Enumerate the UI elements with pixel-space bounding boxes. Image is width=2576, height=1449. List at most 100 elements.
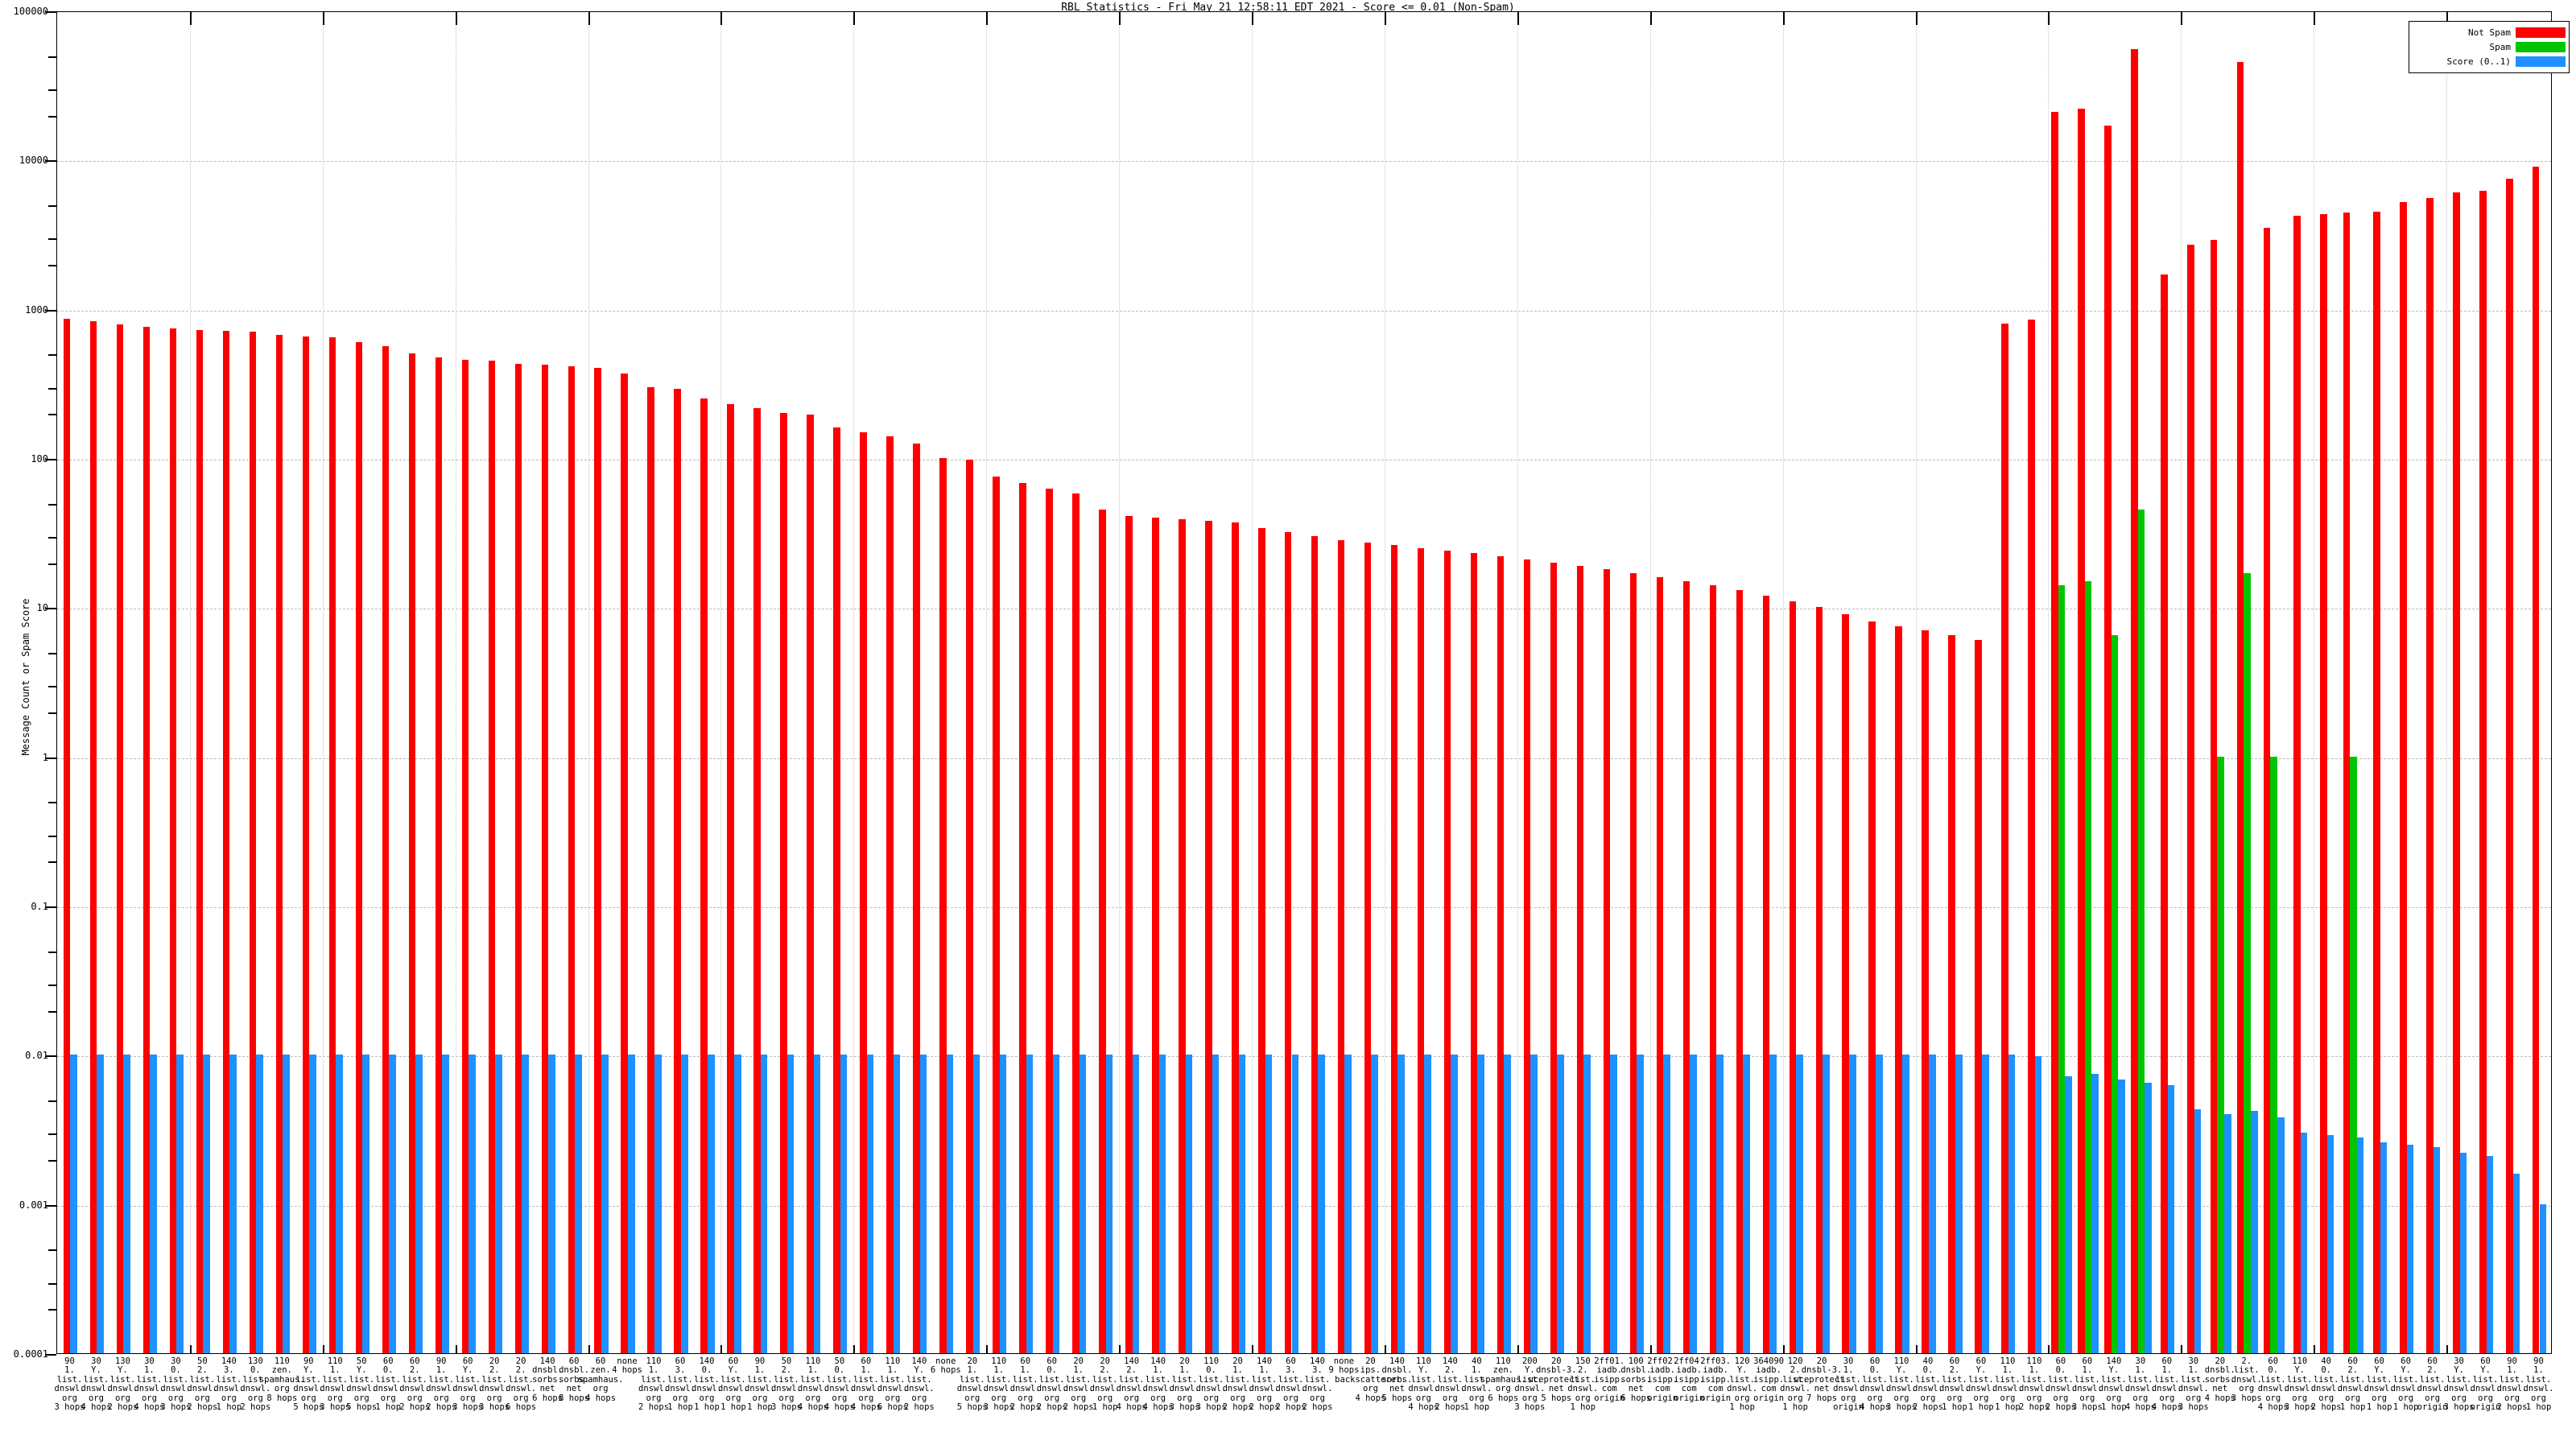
bar-group[interactable]	[190, 10, 217, 1353]
bar-group[interactable]	[1066, 10, 1092, 1353]
bar-group[interactable]	[349, 10, 376, 1353]
bar-group[interactable]	[1703, 10, 1730, 1353]
bar-group[interactable]	[747, 10, 774, 1353]
bar-group[interactable]	[1278, 10, 1305, 1353]
bar-group[interactable]	[2181, 10, 2207, 1353]
bar-group[interactable]	[163, 10, 190, 1353]
bar-group[interactable]	[2260, 10, 2287, 1353]
bar-group[interactable]	[720, 10, 747, 1353]
bar-group[interactable]	[1836, 10, 1863, 1353]
bar-group[interactable]	[906, 10, 933, 1353]
bar-group[interactable]	[84, 10, 110, 1353]
bar-group[interactable]	[509, 10, 535, 1353]
bar-group[interactable]	[535, 10, 562, 1353]
bar-group[interactable]	[1597, 10, 1624, 1353]
bar-group[interactable]	[1199, 10, 1225, 1353]
bar-group[interactable]	[1942, 10, 1968, 1353]
bar-group[interactable]	[2048, 10, 2074, 1353]
bar-group[interactable]	[1039, 10, 1066, 1353]
bar-group[interactable]	[960, 10, 986, 1353]
bar-group[interactable]	[1092, 10, 1119, 1353]
bar-group[interactable]	[1757, 10, 1783, 1353]
legend-item[interactable]: Spam	[2413, 40, 2566, 54]
bar-group[interactable]	[827, 10, 853, 1353]
bar-group[interactable]	[2207, 10, 2234, 1353]
bar-group[interactable]	[1571, 10, 1597, 1353]
bar-group[interactable]	[2074, 10, 2101, 1353]
bar-group[interactable]	[1677, 10, 1703, 1353]
bar-group[interactable]	[588, 10, 615, 1353]
bar-group[interactable]	[1517, 10, 1544, 1353]
bar-group[interactable]	[562, 10, 588, 1353]
bar-group[interactable]	[1624, 10, 1650, 1353]
bar-group[interactable]	[2473, 10, 2500, 1353]
bar-group[interactable]	[800, 10, 827, 1353]
bar-group[interactable]	[668, 10, 695, 1353]
bar-group[interactable]	[774, 10, 800, 1353]
bar-group[interactable]	[1358, 10, 1385, 1353]
bar-group[interactable]	[2021, 10, 2048, 1353]
bar-group[interactable]	[1544, 10, 1571, 1353]
bar-group[interactable]	[2500, 10, 2526, 1353]
bar-group[interactable]	[323, 10, 349, 1353]
legend-item[interactable]: Not Spam	[2413, 26, 2566, 39]
bar-group[interactable]	[2340, 10, 2367, 1353]
bar-group[interactable]	[456, 10, 482, 1353]
bar-group[interactable]	[1172, 10, 1199, 1353]
bar-group[interactable]	[1491, 10, 1517, 1353]
bar-group[interactable]	[429, 10, 456, 1353]
bar-group[interactable]	[615, 10, 642, 1353]
bar-group[interactable]	[1730, 10, 1757, 1353]
bar-group[interactable]	[1252, 10, 1278, 1353]
bar-group[interactable]	[853, 10, 880, 1353]
bar-group[interactable]	[2128, 10, 2154, 1353]
bar-group[interactable]	[2446, 10, 2473, 1353]
bar-group[interactable]	[1916, 10, 1942, 1353]
bar-group[interactable]	[1225, 10, 1252, 1353]
bar-group[interactable]	[933, 10, 960, 1353]
bar-group[interactable]	[1783, 10, 1810, 1353]
bar-group[interactable]	[1411, 10, 1438, 1353]
legend-item[interactable]: Score (0..1)	[2413, 55, 2566, 68]
bar-group[interactable]	[1013, 10, 1039, 1353]
bar-group[interactable]	[1146, 10, 1172, 1353]
x-label-line: 2 hops	[1435, 1402, 1466, 1413]
bar-group[interactable]	[1863, 10, 1889, 1353]
bar-group[interactable]	[137, 10, 163, 1353]
bar-group[interactable]	[2526, 10, 2553, 1353]
x-tick-label: 2. list. dnswl. org 3 hops	[2204, 1356, 2289, 1403]
bar-group[interactable]	[217, 10, 243, 1353]
bar-group[interactable]	[880, 10, 906, 1353]
bar-group[interactable]	[1331, 10, 1358, 1353]
bar-group[interactable]	[243, 10, 270, 1353]
bar-group[interactable]	[2101, 10, 2128, 1353]
bar-group[interactable]	[1810, 10, 1836, 1353]
bar-group[interactable]	[642, 10, 668, 1353]
bar-group[interactable]	[1995, 10, 2021, 1353]
bar-group[interactable]	[270, 10, 296, 1353]
bar-group[interactable]	[2367, 10, 2393, 1353]
bar-group[interactable]	[2154, 10, 2181, 1353]
bar-group[interactable]	[1119, 10, 1146, 1353]
bar-group[interactable]	[2234, 10, 2260, 1353]
bar-group[interactable]	[57, 10, 84, 1353]
bar-group[interactable]	[110, 10, 137, 1353]
bar-group[interactable]	[1968, 10, 1995, 1353]
bar-group[interactable]	[1385, 10, 1411, 1353]
bar-group[interactable]	[482, 10, 509, 1353]
bar-group[interactable]	[296, 10, 323, 1353]
bar-group[interactable]	[402, 10, 429, 1353]
bar-group[interactable]	[2314, 10, 2340, 1353]
bar-group[interactable]	[2420, 10, 2446, 1353]
bar-group[interactable]	[1305, 10, 1331, 1353]
bar-group[interactable]	[2393, 10, 2420, 1353]
bar-group[interactable]	[2287, 10, 2314, 1353]
bar-group[interactable]	[1650, 10, 1677, 1353]
bar-group[interactable]	[1889, 10, 1916, 1353]
x-label-line: dnswl.	[2018, 1384, 2050, 1394]
bar-group[interactable]	[694, 10, 720, 1353]
bar-group[interactable]	[1464, 10, 1491, 1353]
bar-group[interactable]	[986, 10, 1013, 1353]
bar-group[interactable]	[376, 10, 402, 1353]
bar-group[interactable]	[1438, 10, 1464, 1353]
